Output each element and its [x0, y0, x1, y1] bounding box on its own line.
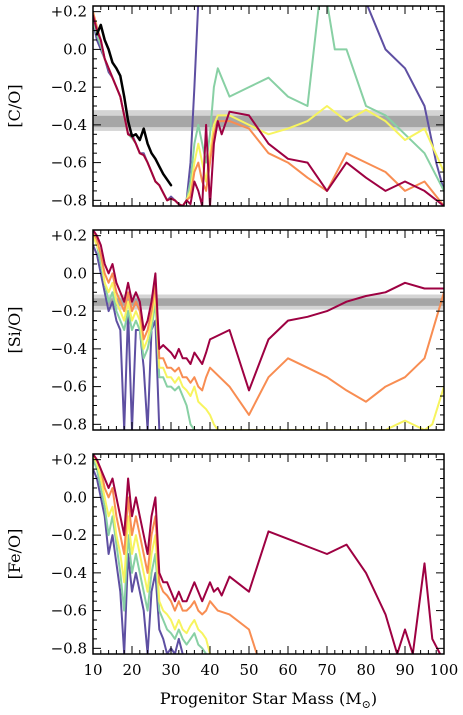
x-tick-label: 70 [317, 661, 336, 679]
y-tick-label: −0.6 [51, 378, 87, 396]
y-tick-label: +0.2 [51, 227, 87, 245]
y-tick-label: +0.2 [51, 451, 87, 469]
y-tick-label: −0.2 [51, 526, 87, 544]
y-tick-label: −0.6 [51, 602, 87, 620]
x-tick-label: 90 [395, 661, 414, 679]
panel-2: +0.2 0.0 −0.2 −0.4 −0.6 −0.8 [Si/O] [5, 227, 445, 433]
series-line-2 [93, 234, 196, 430]
y-tick-label: −0.8 [51, 191, 87, 209]
series-line-6 [95, 23, 173, 187]
plot-area [93, 230, 444, 430]
y-axis-title: [Si/O] [5, 306, 24, 353]
obs-band-inner [93, 298, 444, 306]
y-tick-label: −0.8 [51, 639, 87, 657]
series-line-5 [93, 454, 442, 654]
x-tick-label: 20 [122, 661, 141, 679]
x-tick-label: 30 [161, 661, 180, 679]
x-tick-label: 50 [239, 661, 258, 679]
y-tick-label: −0.4 [51, 116, 87, 134]
panel-3: +0.2 0.0 −0.2 −0.4 −0.6 −0.8 [Fe/O] 10 20 30 40 50 6… [5, 451, 458, 679]
obs-band-inner [93, 115, 444, 128]
y-tick-label: −0.2 [51, 302, 87, 320]
y-tick-label: 0.0 [63, 488, 87, 506]
x-tick-label: 10 [83, 661, 102, 679]
x-tick-label: 80 [356, 661, 375, 679]
series-line-4 [93, 230, 444, 416]
plot-area [93, 454, 442, 654]
series-line-2 [93, 458, 208, 654]
plot-area [93, 6, 444, 206]
y-tick-label: −0.4 [51, 340, 87, 358]
series-line-1 [93, 6, 444, 206]
series-line-1 [93, 468, 184, 654]
panel-1: +0.2 0.0 −0.2 −0.4 −0.6 −0.8 [C/O] [5, 3, 445, 209]
x-tick-label: 40 [200, 661, 219, 679]
x-tick-label: 100 [430, 661, 459, 679]
series-line-2 [93, 6, 444, 206]
series-line-4 [93, 454, 258, 654]
x-tick-label: 60 [278, 661, 297, 679]
x-axis-title: Progenitor Star Mass (M⊙) [160, 689, 377, 711]
series-line-3 [93, 454, 211, 654]
series-line-4 [93, 10, 444, 206]
y-tick-label: −0.2 [51, 78, 87, 96]
y-tick-label: −0.8 [51, 415, 87, 433]
y-tick-label: −0.6 [51, 154, 87, 172]
plot-frame [92, 5, 445, 207]
y-tick-label: 0.0 [63, 264, 87, 282]
y-tick-label: 0.0 [63, 40, 87, 58]
y-tick-label: +0.2 [51, 3, 87, 21]
series-line-5 [93, 230, 444, 392]
series-line-5 [93, 14, 444, 206]
y-axis-title: [C/O] [5, 84, 24, 127]
y-tick-label: −0.4 [51, 564, 87, 582]
y-axis-title: [Fe/O] [5, 529, 24, 580]
series-line-3 [93, 234, 444, 430]
